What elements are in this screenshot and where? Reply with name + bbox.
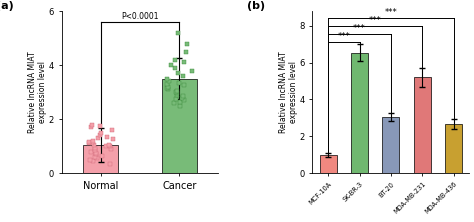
Point <box>174 71 182 75</box>
Point <box>182 50 190 54</box>
Y-axis label: Relative lncRNA MIAT
expression level: Relative lncRNA MIAT expression level <box>28 51 47 133</box>
Text: (b): (b) <box>246 1 265 11</box>
Text: P<0.0001: P<0.0001 <box>121 12 159 21</box>
Point <box>87 125 95 129</box>
Point <box>165 79 173 83</box>
Point <box>89 159 97 163</box>
Point <box>92 151 100 155</box>
Point <box>85 140 93 144</box>
Bar <box>382 117 400 173</box>
Bar <box>351 53 368 173</box>
Point <box>176 100 184 103</box>
Point <box>103 135 111 139</box>
Point <box>105 143 112 147</box>
Text: ***: *** <box>353 24 366 33</box>
Point <box>90 143 97 147</box>
Point <box>173 89 181 93</box>
Point <box>167 63 175 67</box>
Point <box>172 58 179 61</box>
Point <box>86 142 93 145</box>
Point <box>89 142 96 145</box>
Point <box>174 31 182 34</box>
Point <box>106 162 113 165</box>
Text: ***: *** <box>337 32 350 42</box>
Point <box>183 42 191 45</box>
Text: (a): (a) <box>0 1 14 11</box>
Point <box>179 94 187 98</box>
Point <box>92 153 100 156</box>
Point <box>175 81 183 84</box>
Point <box>106 144 114 148</box>
Point <box>170 101 178 105</box>
Point <box>188 69 196 72</box>
Point <box>91 146 99 149</box>
Point <box>172 97 179 101</box>
Bar <box>414 77 431 173</box>
Text: ***: *** <box>384 8 397 17</box>
Point <box>96 124 104 128</box>
Point <box>163 82 171 86</box>
Point <box>93 157 101 160</box>
Point <box>164 88 172 91</box>
Point <box>91 149 98 152</box>
Point <box>173 93 181 97</box>
Point <box>108 147 115 151</box>
Point <box>181 84 188 87</box>
Point <box>109 138 117 141</box>
Point <box>164 85 172 89</box>
Point <box>179 96 186 99</box>
Bar <box>83 145 118 173</box>
Point <box>102 144 110 148</box>
Point <box>97 131 105 135</box>
Point <box>163 77 171 80</box>
Point <box>90 139 97 143</box>
Bar <box>319 155 337 173</box>
Bar <box>445 124 462 173</box>
Point <box>173 90 180 94</box>
Bar <box>162 79 197 173</box>
Text: ***: *** <box>369 16 382 25</box>
Y-axis label: Relative lncRNA MIAT
expression level: Relative lncRNA MIAT expression level <box>279 51 298 133</box>
Point <box>94 136 101 140</box>
Point <box>180 99 187 102</box>
Point <box>87 150 95 153</box>
Point <box>180 61 188 64</box>
Point <box>179 74 187 78</box>
Point <box>96 134 104 137</box>
Point <box>171 66 179 70</box>
Point <box>164 86 171 90</box>
Point <box>108 128 116 132</box>
Point <box>98 154 105 157</box>
Point <box>173 92 181 95</box>
Point <box>176 104 184 107</box>
Point <box>91 155 99 159</box>
Point <box>86 158 93 161</box>
Point <box>88 123 96 126</box>
